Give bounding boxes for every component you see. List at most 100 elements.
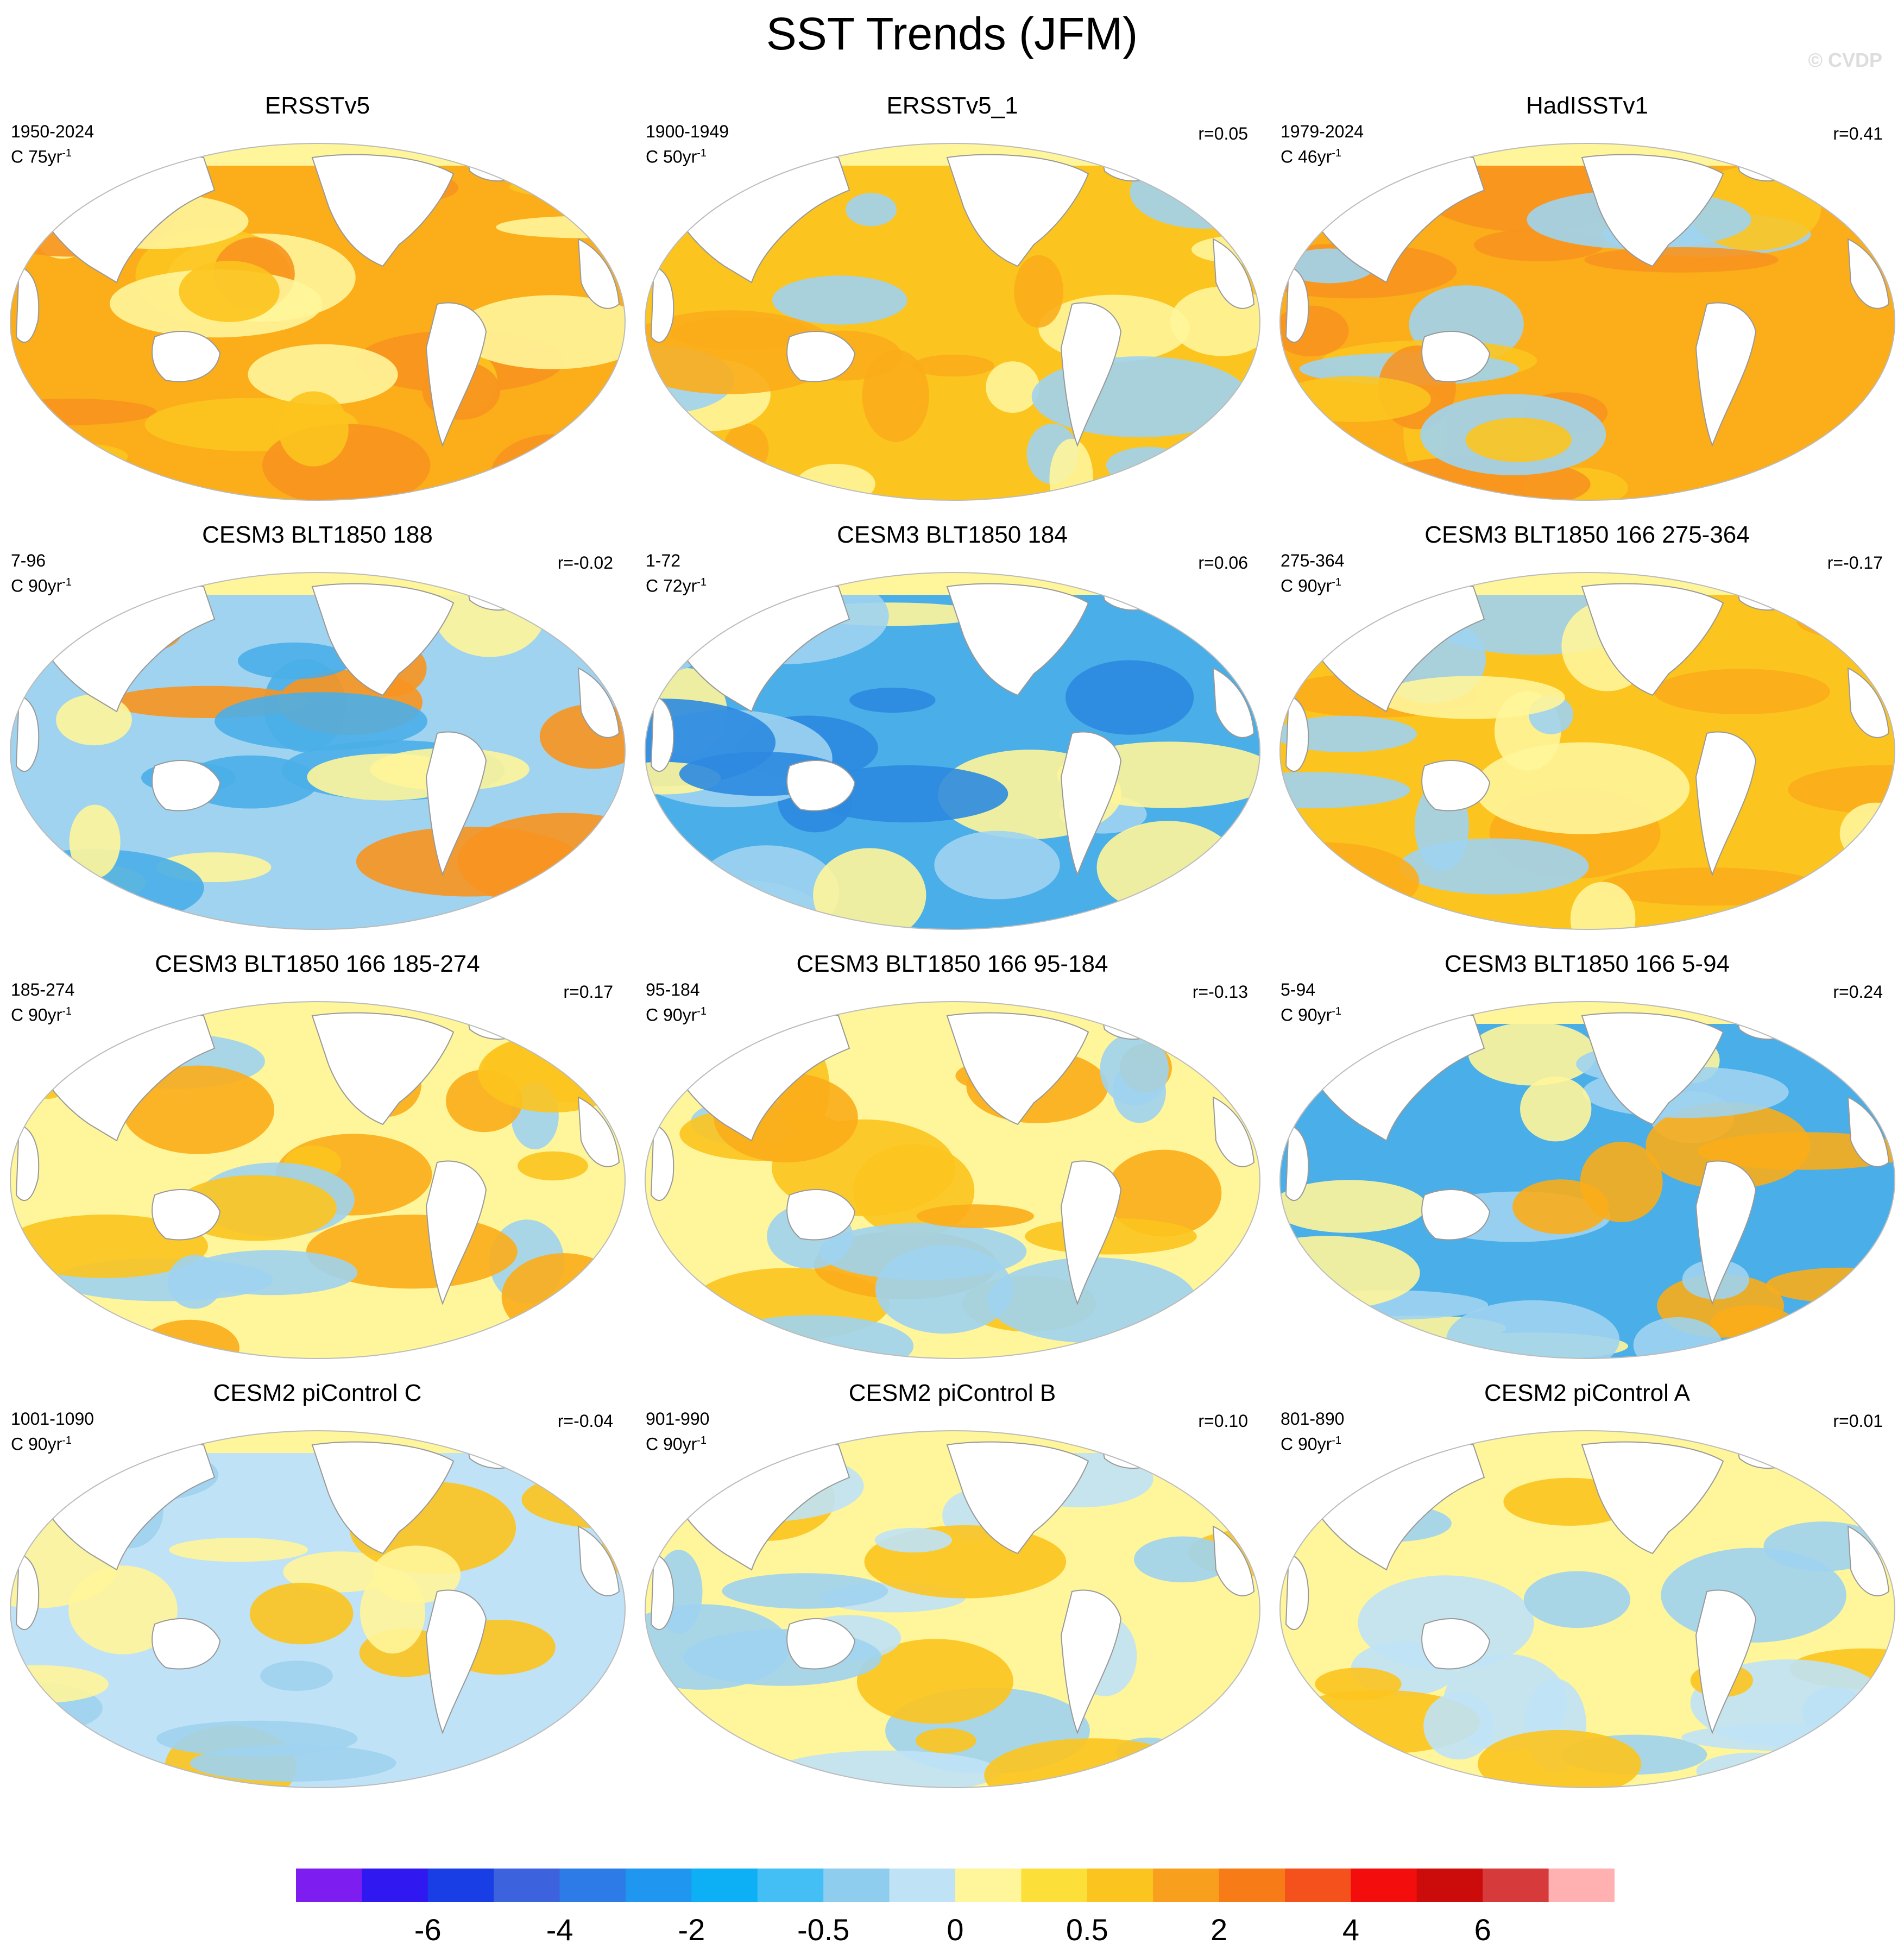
land-mass [425, 1160, 487, 1305]
land-mass [1212, 238, 1255, 309]
trend-region [186, 1250, 358, 1295]
trend-region [179, 261, 280, 322]
trend-units-exponent: -1 [1332, 1435, 1342, 1446]
trend-region [169, 1538, 308, 1562]
map-border [645, 1430, 1260, 1788]
trend-region [37, 443, 128, 470]
trend-units-base: C 90yr [646, 1434, 697, 1454]
trend-units: C 90yr-1 [11, 1001, 74, 1026]
trend-region [1171, 1448, 1260, 1500]
map-panel: CESM2 piControl A 801-890 C 90yr-1 r=0.01 [1270, 1374, 1904, 1803]
land-mass [577, 667, 620, 738]
map-panel: CESM3 BLT1850 188 7-96 C 90yr-1 r=-0.02 [0, 516, 635, 945]
land-mass [1212, 667, 1255, 738]
land-mass [152, 760, 221, 812]
trend-units-base: C 90yr [646, 1005, 697, 1025]
colorbar-labels: -6 -4 -2 -0.5 0 0.5 2 4 6 [296, 1912, 1615, 1950]
colorbar-segment [1087, 1869, 1153, 1902]
trend-units-exponent: -1 [1332, 147, 1342, 159]
trend-units-exponent: -1 [697, 1005, 707, 1017]
land-mass [1847, 1525, 1890, 1596]
trend-region [501, 1253, 625, 1341]
colorbar-segment [1219, 1869, 1285, 1902]
pattern-correlation: r=-0.04 [557, 1411, 613, 1431]
period-years: 1001-1090 [11, 1409, 94, 1429]
trend-region [1654, 669, 1830, 715]
land-mass [786, 1618, 856, 1670]
period-years: 901-990 [646, 1409, 710, 1429]
trend-region [1523, 1571, 1631, 1628]
trend-region [856, 1639, 1013, 1724]
land-mass [650, 1552, 674, 1630]
trend-region [645, 175, 740, 198]
land-mass [152, 1618, 221, 1670]
trend-units-base: C 90yr [11, 576, 62, 596]
map-border [10, 143, 626, 501]
colorbar-segment [823, 1869, 890, 1902]
period-years: 1-72 [646, 551, 681, 570]
map-panel: CESM3 BLT1850 184 1-72 C 72yr-1 r=0.06 [635, 516, 1270, 945]
trend-region [356, 826, 582, 897]
trend-region [518, 1151, 588, 1181]
trend-region [539, 704, 625, 769]
panel-period: 801-890 C 90yr-1 [1281, 1408, 1344, 1455]
land-mass [1212, 1096, 1255, 1167]
land-mass [152, 331, 221, 382]
map-panel: CESM3 BLT1850 166 185-274 185-274 C 90yr-1… [0, 945, 635, 1374]
panel-title: ERSSTv5 [264, 92, 370, 119]
pattern-correlation: r=0.01 [1833, 1411, 1883, 1431]
trend-region [29, 1732, 86, 1788]
trend-region [1446, 1300, 1620, 1358]
colorbar-segment [362, 1869, 428, 1902]
panel-title: CESM3 BLT1850 166 95-184 [796, 951, 1108, 977]
period-years: 1979-2024 [1281, 122, 1364, 141]
trend-units-base: C 46yr [1281, 147, 1332, 167]
colorbar-segment [1021, 1869, 1088, 1902]
trend-region [1096, 821, 1239, 914]
trend-region [10, 1748, 99, 1788]
period-years: 185-274 [11, 980, 75, 999]
panel-period: 95-184 C 90yr-1 [646, 979, 707, 1026]
trend-units-base: C 90yr [1281, 1434, 1332, 1454]
land-mass [311, 1012, 455, 1125]
trend-units: C 75yr-1 [11, 142, 94, 168]
map-panel: CESM2 piControl B 901-990 C 90yr-1 r=0.10 [635, 1374, 1270, 1803]
land-mass [577, 238, 620, 309]
land-mass [1285, 694, 1309, 772]
trend-units: C 90yr-1 [1281, 1430, 1344, 1455]
trend-units-base: C 75yr [11, 147, 62, 167]
map-panel: CESM2 piControl C 1001-1090 C 90yr-1 r=-0.0… [0, 1374, 635, 1803]
colorbar-tick-label: -2 [678, 1913, 705, 1947]
trend-region [1468, 1022, 1597, 1086]
land-mass [786, 760, 856, 812]
trend-units-exponent: -1 [62, 1005, 72, 1017]
trend-region [283, 1551, 398, 1593]
land-mass [577, 1096, 620, 1167]
trend-region [478, 1034, 625, 1113]
trend-units-exponent: -1 [1332, 1005, 1342, 1017]
land-mass [1695, 302, 1757, 447]
trend-region [806, 765, 1008, 823]
sst-trend-map [645, 1430, 1260, 1788]
trend-units: C 72yr-1 [646, 571, 707, 597]
land-mass [1847, 1096, 1890, 1167]
colorbar-segment [889, 1869, 956, 1902]
trend-region [1423, 1692, 1494, 1760]
panel-period: 185-274 C 90yr-1 [11, 979, 74, 1026]
trend-region [237, 642, 352, 680]
colorbar-tick-label: -4 [546, 1913, 573, 1947]
trend-region [916, 1204, 1034, 1228]
panel-period: 1001-1090 C 90yr-1 [11, 1408, 94, 1455]
panel-title: CESM3 BLT1850 166 5-94 [1444, 951, 1730, 977]
trend-units-exponent: -1 [697, 147, 707, 159]
land-mass [15, 1123, 40, 1201]
land-mass [946, 1441, 1089, 1555]
trend-region [1696, 1752, 1809, 1788]
trend-region [1465, 418, 1572, 462]
trend-region [1280, 1180, 1427, 1233]
trend-units-exponent: -1 [1332, 576, 1342, 588]
trend-region [1280, 376, 1431, 422]
panel-period: 1-72 C 72yr-1 [646, 550, 707, 597]
panel-title: HadISSTv1 [1526, 92, 1648, 119]
trend-region [1280, 715, 1417, 752]
